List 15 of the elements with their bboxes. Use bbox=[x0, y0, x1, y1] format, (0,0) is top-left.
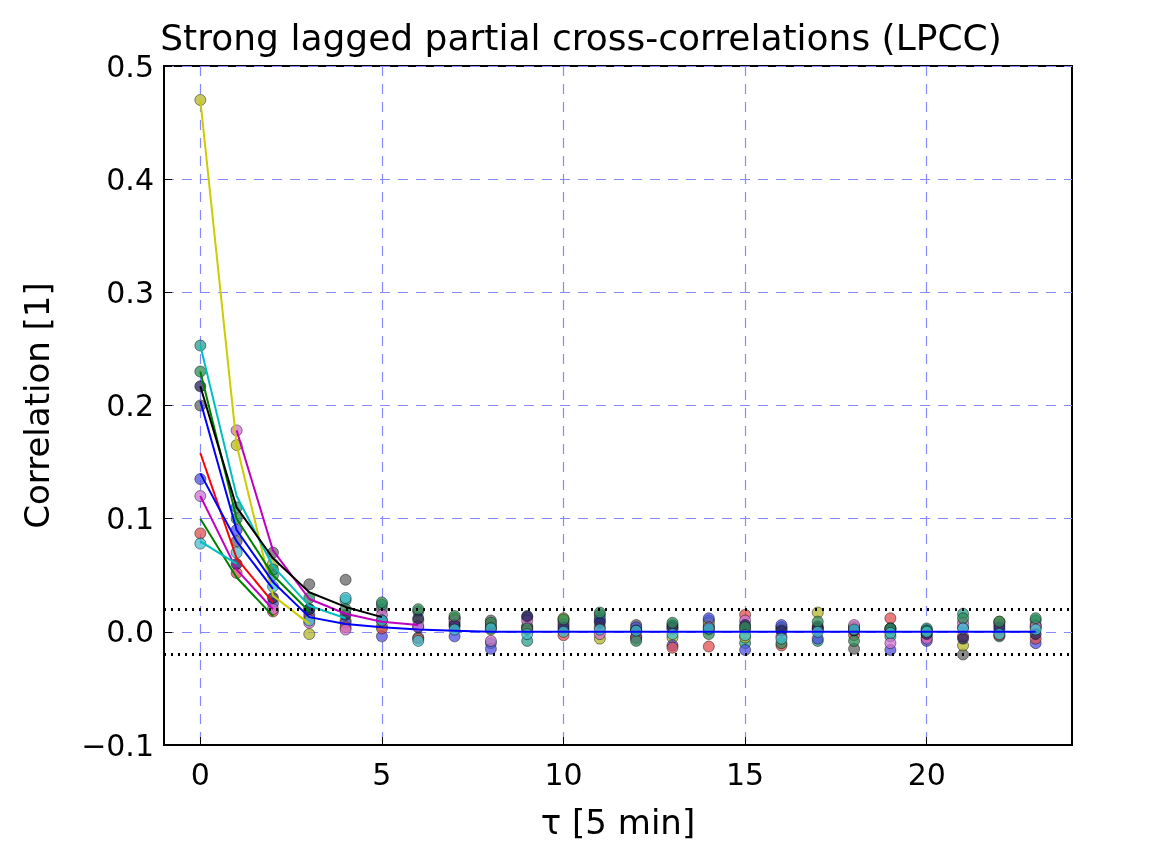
y-tick-label: 0.1 bbox=[106, 501, 154, 537]
y-tick-label: 0.0 bbox=[106, 614, 154, 650]
x-tick-label: 0 bbox=[190, 756, 210, 792]
x-tick-label: 15 bbox=[726, 756, 765, 792]
y-tick-label: 0.2 bbox=[106, 388, 154, 423]
x-tick-label: 5 bbox=[372, 756, 392, 792]
y-tick-label: 0.3 bbox=[106, 274, 154, 310]
x-axis-title: τ [5 min] bbox=[540, 802, 696, 842]
y-tick-label: −0.1 bbox=[81, 727, 154, 763]
y-tick-label: 0.4 bbox=[106, 161, 154, 197]
chart-title: Strong lagged partial cross-correlations (LPCC) bbox=[160, 16, 1002, 58]
y-tick-label: 0.5 bbox=[106, 48, 154, 84]
x-tick-label: 10 bbox=[544, 756, 583, 792]
x-tick-label: 20 bbox=[907, 756, 946, 792]
y-axis-title: Correlation [1] bbox=[17, 282, 57, 529]
